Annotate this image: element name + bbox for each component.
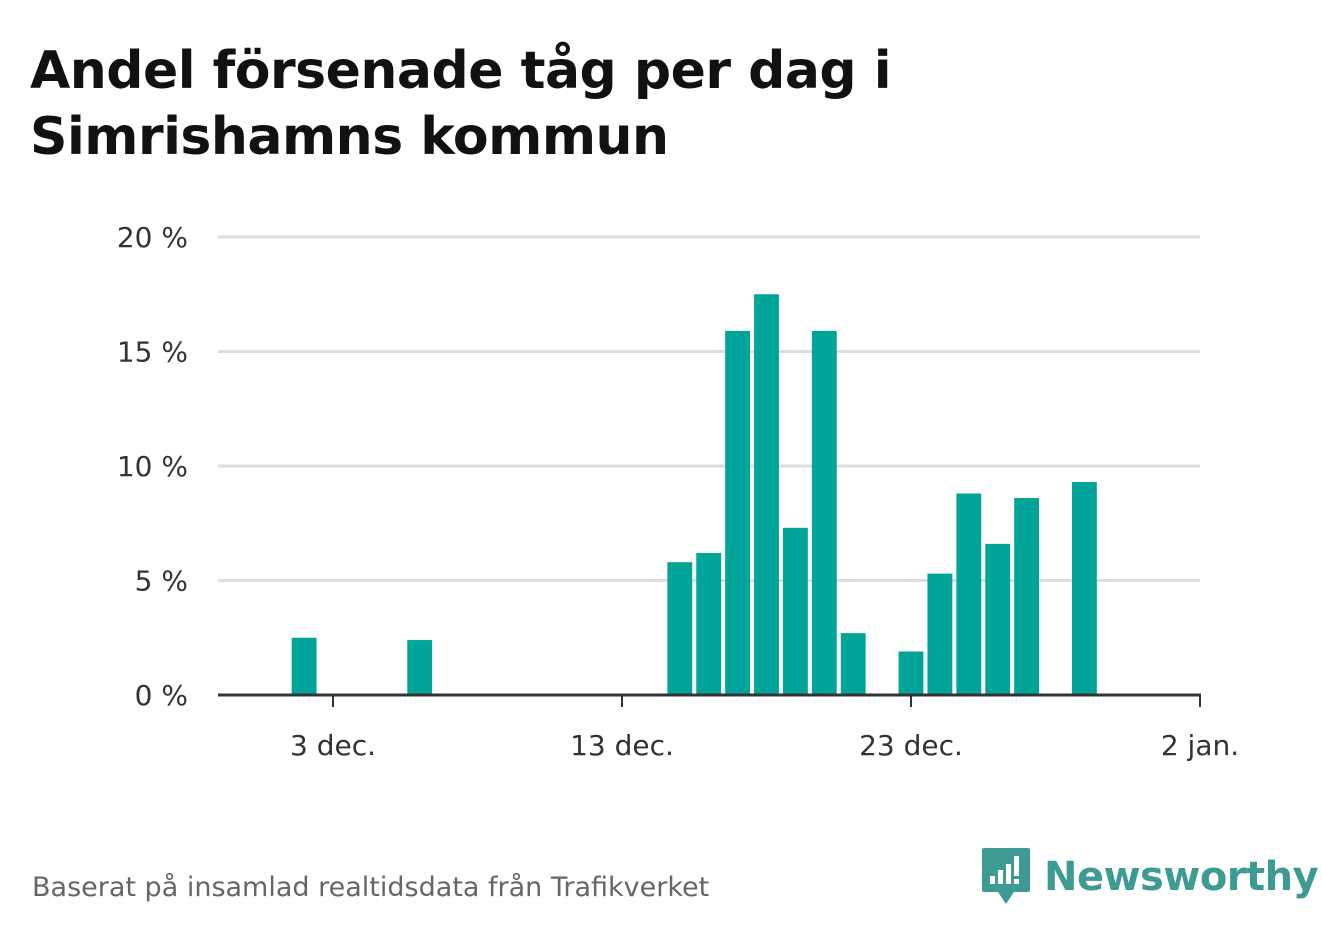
chart-title: Andel försenade tåg per dag i Simrishamn… <box>30 38 1230 170</box>
brand-logo: Newsworthy <box>980 846 1319 908</box>
x-tick-label: 23 dec. <box>859 729 963 762</box>
y-tick-label: 5 % <box>135 565 188 598</box>
title-line-2: Simrishamns kommun <box>30 107 669 167</box>
bar <box>696 553 722 695</box>
bar <box>985 543 1011 695</box>
y-tick-label: 0 % <box>135 679 188 712</box>
x-tick-label: 3 dec. <box>290 729 376 762</box>
bar <box>782 527 808 695</box>
bar <box>1071 482 1097 695</box>
y-tick-label: 20 % <box>117 221 188 254</box>
bar <box>407 640 433 695</box>
x-tick-label: 13 dec. <box>570 729 674 762</box>
bar <box>725 330 751 695</box>
bar <box>840 633 866 695</box>
source-footnote: Baserat på insamlad realtidsdata från Tr… <box>32 872 710 903</box>
bar <box>811 330 837 695</box>
bar <box>927 573 953 695</box>
bar <box>898 651 924 695</box>
x-tick-label: 2 jan. <box>1161 729 1239 762</box>
y-tick-label: 15 % <box>117 336 188 369</box>
title-line-1: Andel försenade tåg per dag i <box>30 41 892 101</box>
bar <box>291 637 317 695</box>
y-tick-label: 10 % <box>117 450 188 483</box>
bar <box>956 493 982 695</box>
brand-name: Newsworthy <box>1044 854 1319 900</box>
bar <box>667 562 693 695</box>
bar <box>1014 498 1040 695</box>
newsworthy-icon <box>982 848 1030 904</box>
bar <box>754 294 779 695</box>
